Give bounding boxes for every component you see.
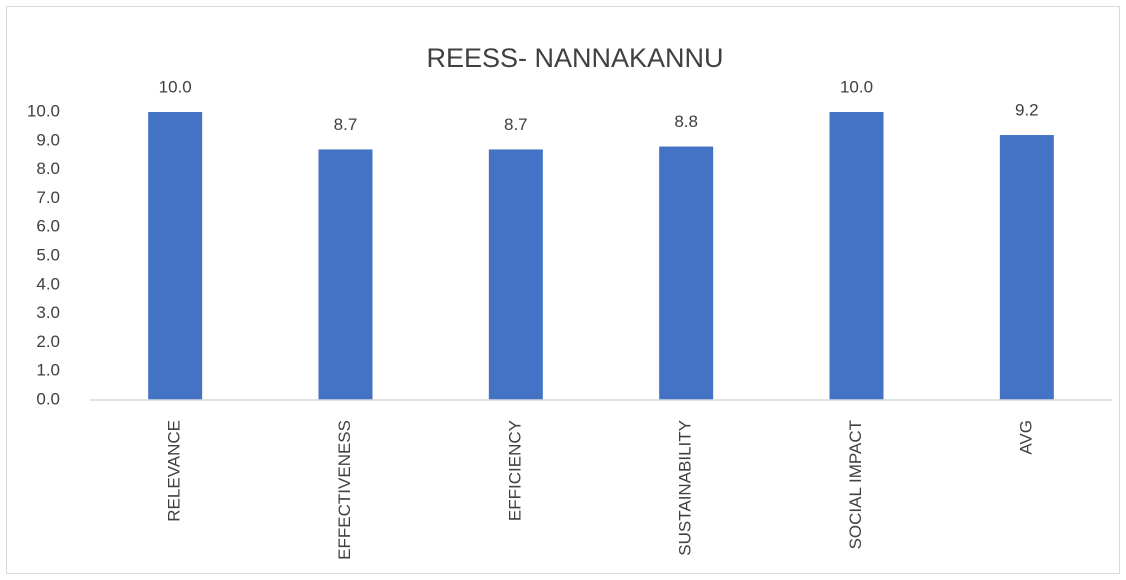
x-tick-label: RELEVANCE	[165, 420, 184, 522]
x-tick-label: EFFICIENCY	[505, 420, 524, 521]
data-label: 8.7	[504, 115, 528, 134]
chart-title: REESS- NANNAKANNU	[426, 43, 723, 73]
y-tick-label: 7.0	[36, 188, 60, 207]
data-label: 10.0	[159, 77, 192, 96]
y-tick-label: 10.0	[27, 101, 60, 120]
y-tick-label: 1.0	[36, 361, 60, 380]
y-tick-label: 3.0	[36, 303, 60, 322]
x-tick-label: AVG	[1016, 420, 1035, 455]
x-tick-label: EFFECTIVENESS	[335, 420, 354, 560]
data-label: 10.0	[840, 77, 873, 96]
y-tick-label: 4.0	[36, 274, 60, 293]
bar	[829, 112, 884, 400]
bar	[999, 135, 1054, 401]
data-label: 8.7	[334, 115, 358, 134]
bar	[318, 149, 373, 400]
bar	[659, 146, 714, 400]
x-tick-label: SOCIAL IMPACT	[846, 420, 865, 549]
y-tick-label: 0.0	[36, 389, 60, 408]
data-label: 8.8	[674, 112, 698, 131]
x-tick-label: SUSTAINABILITY	[676, 420, 695, 556]
y-tick-label: 5.0	[36, 245, 60, 264]
bar	[148, 112, 203, 400]
bar	[488, 149, 543, 400]
data-label: 9.2	[1015, 101, 1039, 120]
y-tick-label: 9.0	[36, 130, 60, 149]
y-tick-label: 8.0	[36, 159, 60, 178]
y-tick-label: 2.0	[36, 332, 60, 351]
y-tick-label: 6.0	[36, 217, 60, 236]
